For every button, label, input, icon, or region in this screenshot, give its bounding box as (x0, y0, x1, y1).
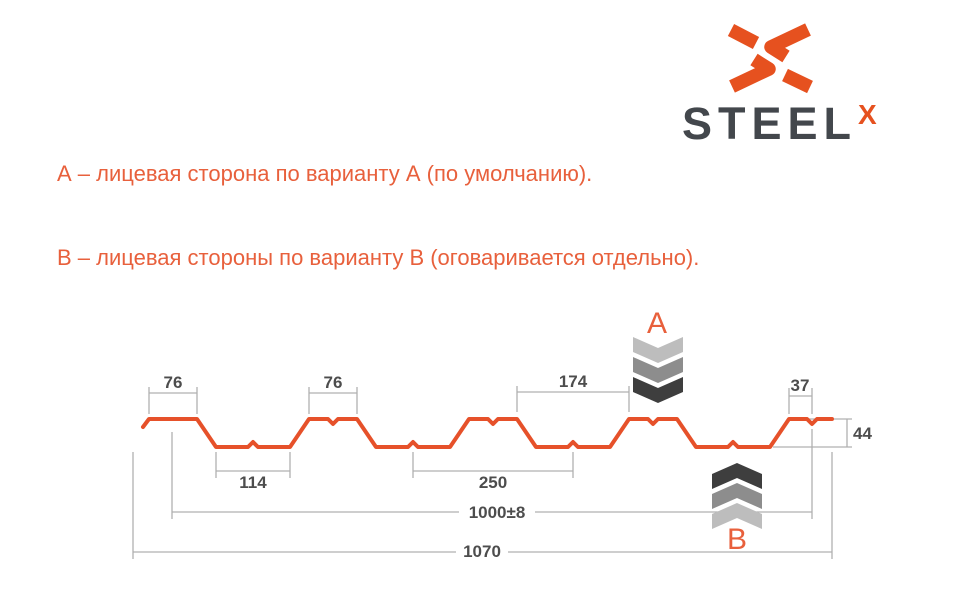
logo-hook-bottom-left (729, 53, 776, 93)
variant-a-marker: А (633, 307, 683, 403)
steelx-logo-icon (727, 23, 813, 94)
dim-overall-width: 1070 (132, 452, 833, 561)
note-variant-b: В – лицевая стороны по варианту В (огова… (57, 245, 700, 270)
profile-outline (141, 417, 834, 449)
dim-rib-pitch: 250 (412, 452, 574, 492)
dim-label-crest-flat-mid: 76 (324, 373, 343, 392)
chevron-up-icon (712, 463, 762, 529)
brand-logo: STEELX (680, 12, 900, 152)
brand-wordmark-x: X (858, 99, 877, 130)
dim-crest-gap: 174 (516, 372, 630, 412)
dim-edge-flat: 37 (788, 376, 813, 414)
dim-label-profile-height: 44 (853, 424, 872, 443)
profile-drawing: 76 76 174 37 44 (132, 307, 872, 561)
variant-b-label: В (727, 523, 747, 556)
dim-crest-flat-mid: 76 (308, 373, 358, 414)
logo-arm-top-left (727, 24, 760, 49)
dim-valley-width: 114 (215, 452, 291, 492)
dim-label-edge-flat: 37 (791, 376, 810, 395)
brand-wordmark-text: STEEL (682, 98, 858, 149)
dim-label-rib-pitch: 250 (479, 473, 507, 492)
logo-arm-bottom-right (782, 68, 813, 94)
variant-b-marker: В (712, 463, 762, 556)
brand-wordmark: STEELX (682, 97, 898, 151)
dim-label-valley-width: 114 (239, 473, 267, 492)
dim-working-width: 1000±8 (171, 429, 813, 522)
chevron-down-icon (633, 337, 683, 403)
logo-hook-top-right (764, 23, 811, 63)
dim-label-crest-gap: 174 (559, 372, 588, 391)
dim-crest-flat-left: 76 (148, 373, 198, 414)
variant-a-label: А (647, 307, 667, 340)
dim-label-overall-width: 1070 (463, 542, 501, 561)
note-variant-a: А – лицевая сторона по варианту А (по ум… (57, 161, 593, 186)
dim-label-working-width: 1000±8 (469, 503, 526, 522)
dim-label-crest-flat-left: 76 (164, 373, 183, 392)
